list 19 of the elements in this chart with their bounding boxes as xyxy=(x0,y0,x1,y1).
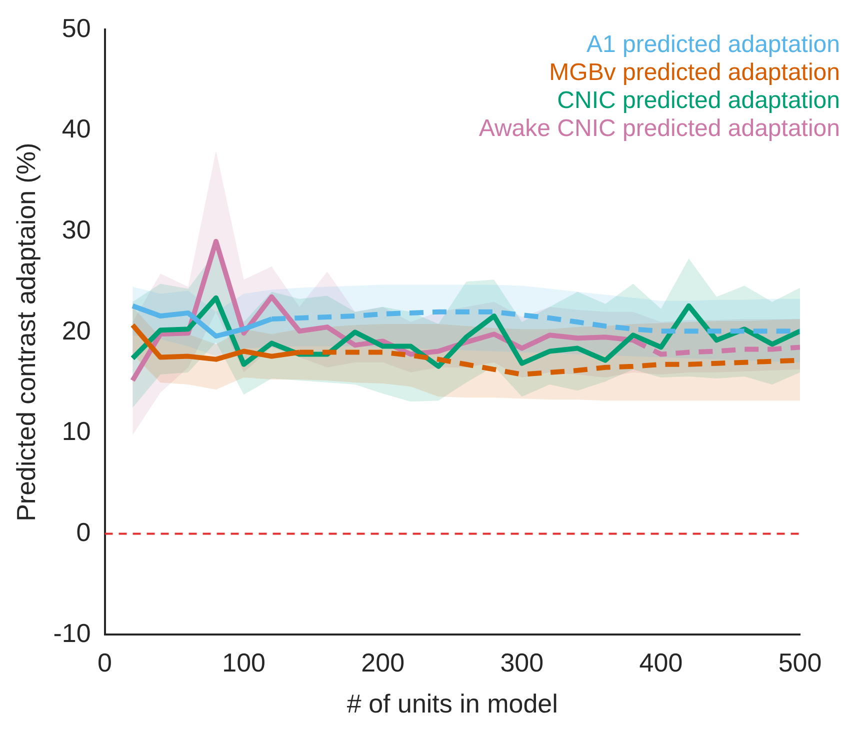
x-tick-label: 300 xyxy=(500,647,544,678)
y-tick-label: -10 xyxy=(53,618,91,648)
y-tick-label: 10 xyxy=(62,416,91,446)
text: MGBv predicted adaptation xyxy=(549,59,840,86)
x-tick-label: 400 xyxy=(639,647,683,678)
text: CNIC predicted adaptation xyxy=(557,87,840,114)
x-tick-label: 500 xyxy=(778,647,822,678)
y-tick-label: 30 xyxy=(62,214,91,244)
y-tick-label: 50 xyxy=(62,12,91,43)
y-tick-label: 20 xyxy=(62,315,91,346)
y-tick-label: 40 xyxy=(62,114,91,144)
x-axis-title: # of units in model xyxy=(346,688,558,719)
y-axis-title: Predicted contrast adaptaion (%) xyxy=(10,142,41,522)
x-tick-label: 200 xyxy=(361,647,405,678)
x-tick-label: 0 xyxy=(98,647,112,678)
x-tick-label: 100 xyxy=(222,647,266,678)
text: A1 predicted adaptation xyxy=(586,31,840,58)
text: Awake CNIC predicted adaptation xyxy=(478,115,840,142)
y-tick-label: 0 xyxy=(76,516,91,547)
